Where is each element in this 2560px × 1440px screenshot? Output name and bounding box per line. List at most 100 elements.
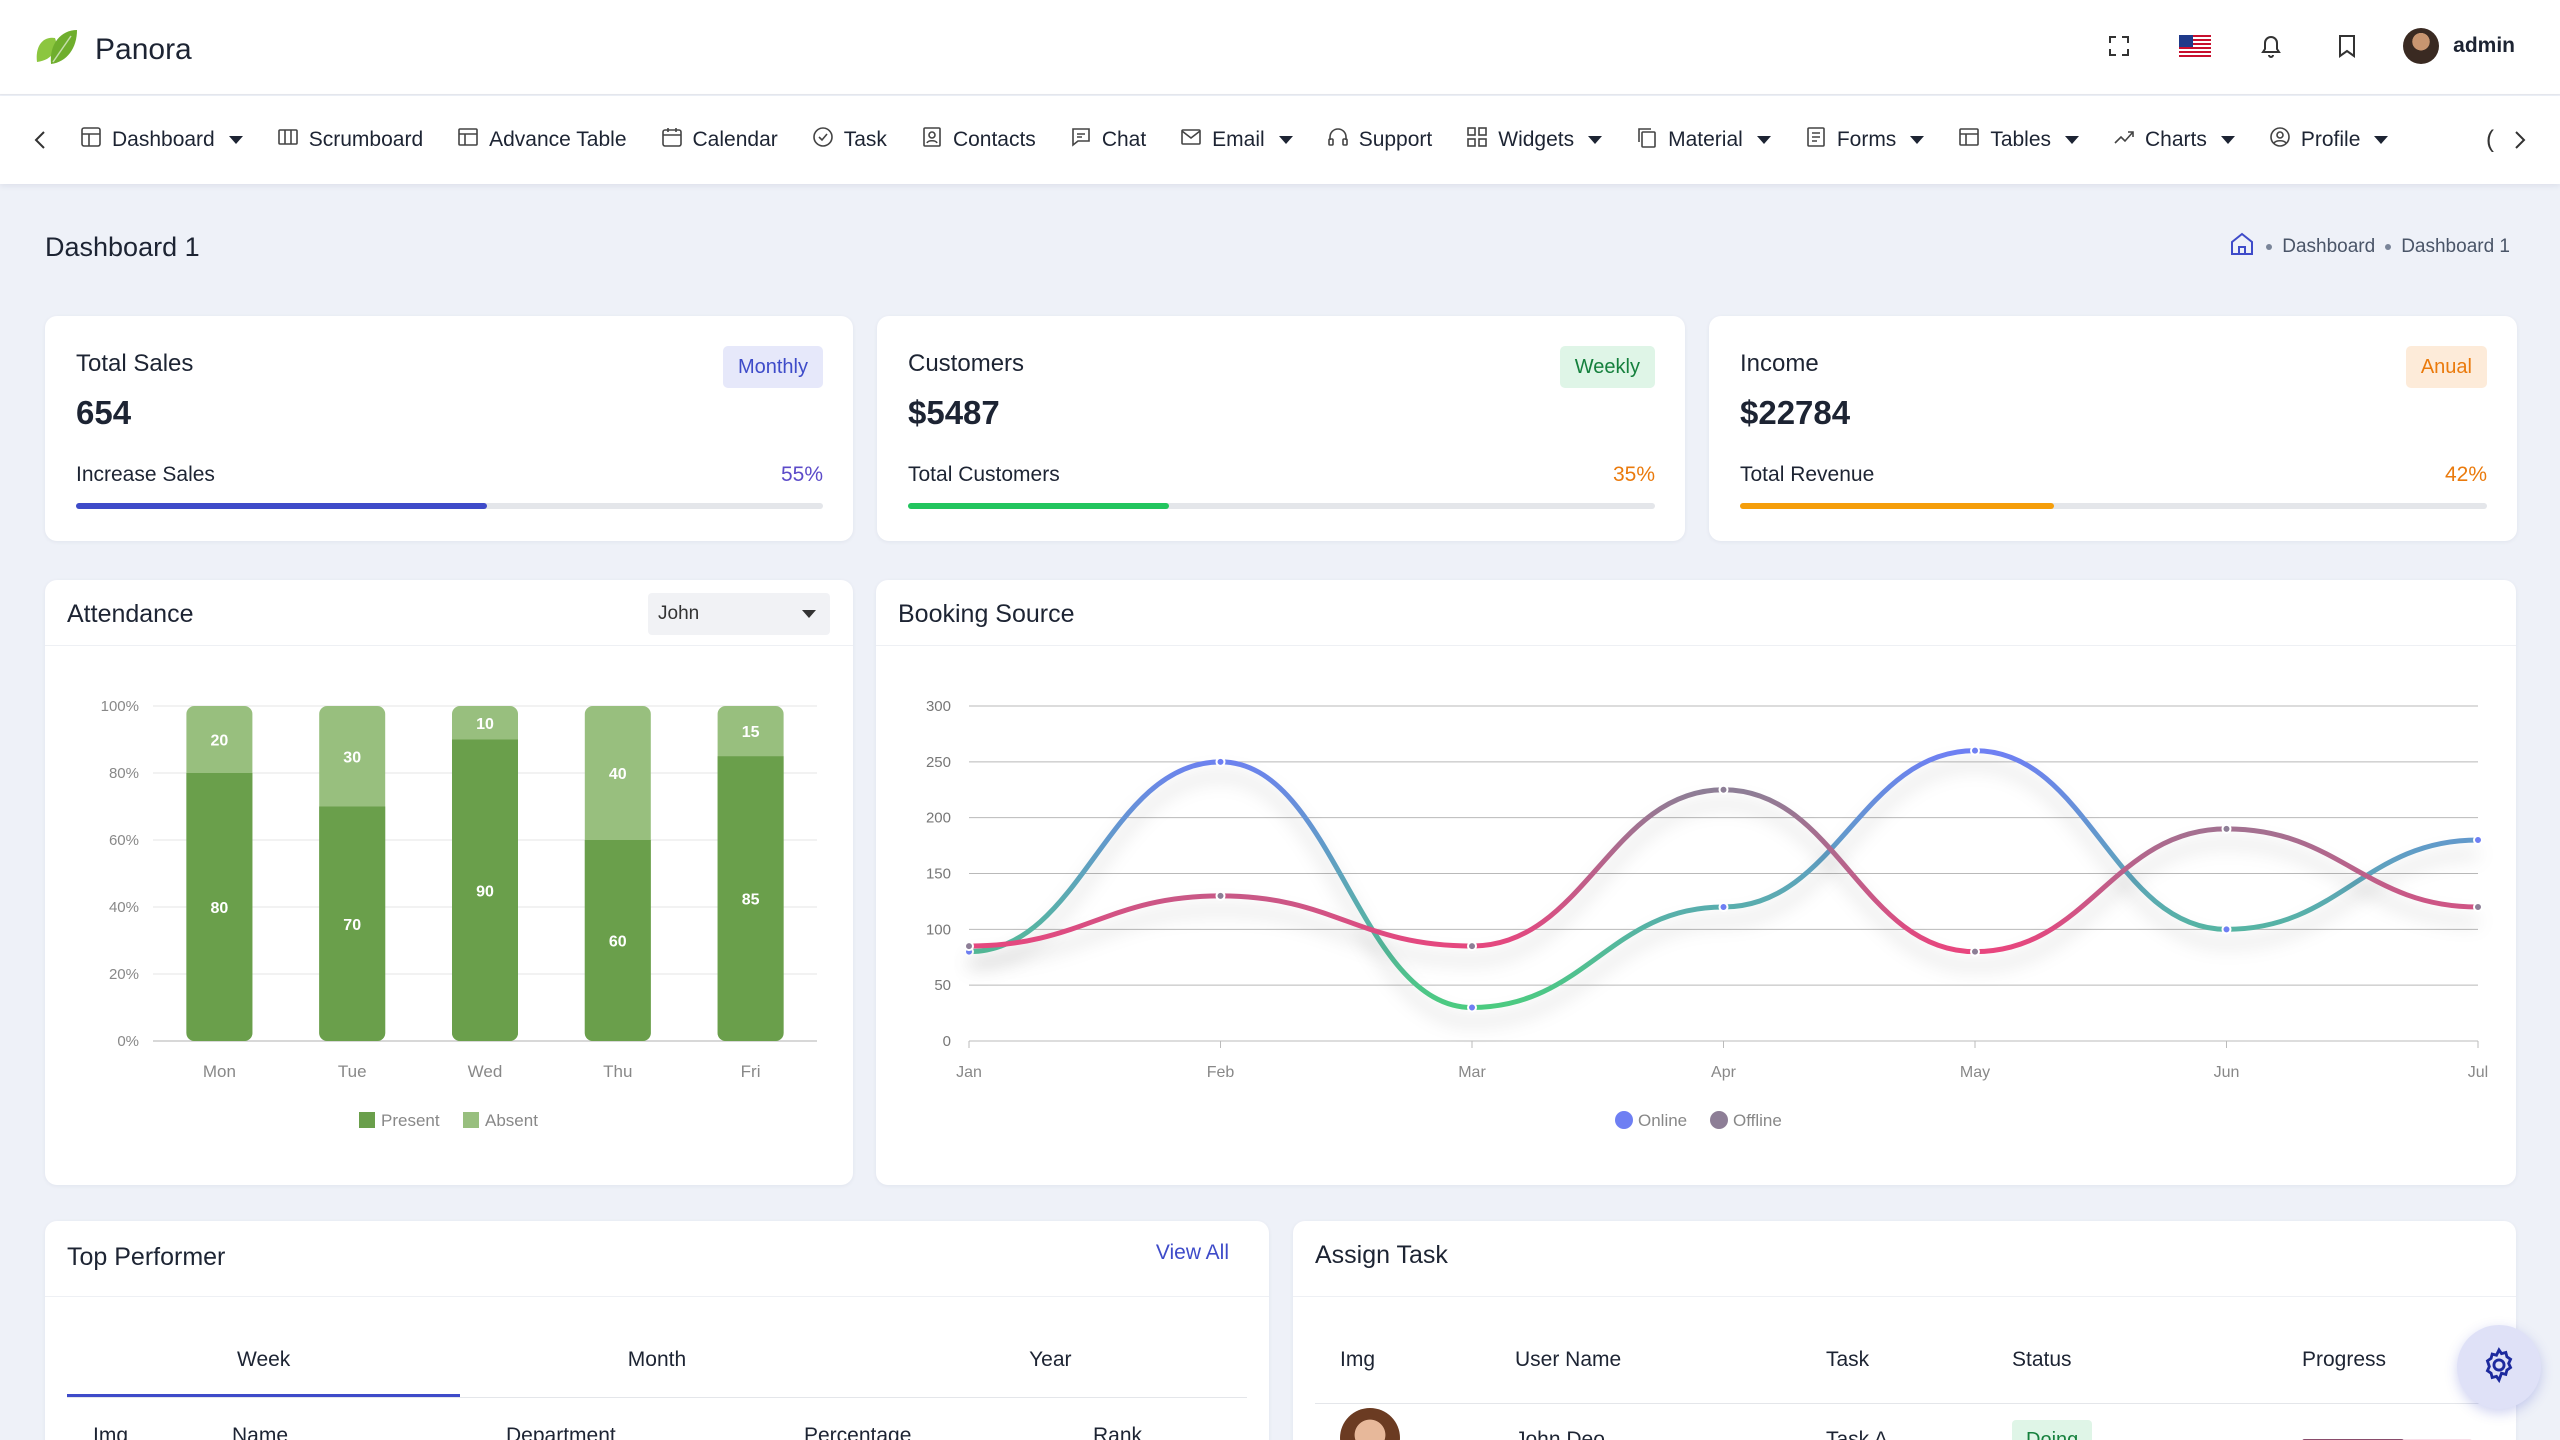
data-point[interactable] <box>1215 890 1226 901</box>
home-icon[interactable] <box>2228 230 2256 264</box>
data-point[interactable] <box>1970 946 1980 957</box>
data-label: 60 <box>609 934 627 951</box>
legend-label[interactable]: Present <box>381 1111 440 1130</box>
data-point[interactable] <box>2221 823 2232 834</box>
settings-button[interactable] <box>2457 1325 2541 1409</box>
user-menu[interactable]: admin <box>2403 28 2515 64</box>
legend-label[interactable]: Offline <box>1733 1111 1782 1130</box>
nav-item-support[interactable]: Support <box>1327 126 1433 154</box>
tab-month[interactable]: Month <box>627 1348 687 1371</box>
progress-bar <box>76 503 823 509</box>
app-name: Panora <box>95 32 192 66</box>
view-all-link[interactable]: View All <box>1155 1241 1229 1264</box>
nav-item-chat[interactable]: Chat <box>1070 126 1146 154</box>
fullscreen-icon[interactable] <box>2099 26 2139 66</box>
bar-present[interactable] <box>319 806 386 1042</box>
employee-select[interactable]: John <box>648 593 830 635</box>
data-point[interactable] <box>1718 784 1729 795</box>
nav-item-widgets[interactable]: Widgets <box>1466 126 1603 154</box>
bar-present[interactable] <box>584 840 651 1041</box>
tab-year[interactable]: Year <box>1029 1348 1072 1371</box>
breadcrumb-item[interactable]: Dashboard <box>2282 236 2376 257</box>
headset-icon <box>1327 126 1349 154</box>
nav-item-tables[interactable]: Tables <box>1958 126 2080 154</box>
nav-item-label: Support <box>1358 128 1433 151</box>
nav-item-dashboard[interactable]: Dashboard <box>80 126 243 154</box>
data-point[interactable] <box>1467 941 1477 952</box>
attendance-card: Attendance John 0% 20% 40% 60% 80% 100% 20 80 Mo… <box>45 580 853 1185</box>
status-badge: Doing <box>2012 1420 2093 1440</box>
data-point[interactable] <box>1215 756 1226 767</box>
nav-item-profile[interactable]: Profile <box>2269 126 2389 154</box>
nav-item-calendar[interactable]: Calendar <box>661 126 778 154</box>
x-tick-label: Jan <box>956 1064 982 1081</box>
nav-scroll-left-icon[interactable] <box>22 122 58 158</box>
bar-group[interactable]: 40 60 <box>584 706 651 1041</box>
nav-item-advance-table[interactable]: Advance Table <box>457 126 627 154</box>
nav-item-charts[interactable]: Charts <box>2113 126 2235 154</box>
calendar-icon <box>661 126 683 154</box>
period-badge[interactable]: Monthly <box>722 346 823 388</box>
nav-item-label: Dashboard <box>112 128 215 151</box>
column-header: Rank <box>1093 1424 1143 1440</box>
stat-label: Increase Sales <box>76 463 215 486</box>
x-tick-label: Jul <box>2468 1064 2488 1081</box>
nav-item-label: Material <box>1668 128 1743 151</box>
x-tick-label: Apr <box>1711 1064 1737 1081</box>
contacts-icon <box>921 126 943 154</box>
select-value: John <box>658 603 700 624</box>
nav-scroll-right-icon[interactable] <box>2502 122 2538 158</box>
data-point[interactable] <box>1467 1002 1477 1013</box>
mail-icon <box>1180 126 1202 154</box>
app-logo[interactable]: Panora <box>33 26 192 73</box>
bar-present[interactable] <box>452 739 518 1042</box>
nav-item-scrumboard[interactable]: Scrumboard <box>277 126 423 154</box>
nav-item-material[interactable]: Material <box>1636 126 1771 154</box>
data-point[interactable] <box>1718 902 1729 912</box>
x-tick-label: Fri <box>741 1062 761 1081</box>
stat-value: 654 <box>76 394 132 431</box>
bar-group[interactable]: 30 70 <box>319 706 386 1042</box>
stat-label: Total Customers <box>908 463 1060 486</box>
chart-legend: Present Absent <box>359 1111 538 1130</box>
us-flag-icon[interactable] <box>2175 26 2215 66</box>
breadcrumb-separator <box>2385 244 2392 250</box>
y-tick-label: 60% <box>109 832 139 849</box>
bell-icon[interactable] <box>2251 26 2291 66</box>
chart-line-icon <box>2113 126 2135 154</box>
data-point[interactable] <box>964 941 974 952</box>
chevron-down-icon <box>1910 136 1925 144</box>
data-point[interactable] <box>2221 924 2232 935</box>
column-header: User Name <box>1515 1348 1622 1371</box>
tab-week[interactable]: Week <box>67 1338 461 1397</box>
data-point[interactable] <box>1970 745 1980 756</box>
bar-present[interactable] <box>186 773 253 1041</box>
nav-item-label: Forms <box>1836 128 1897 151</box>
main-nav: Dashboard Scrumboard Advance Table Calendar… <box>0 96 2560 184</box>
data-label: 20 <box>211 733 229 750</box>
nav-item-forms[interactable]: Forms <box>1805 126 1925 154</box>
nav-item-email[interactable]: Email <box>1180 126 1293 154</box>
top-performer-card: Top Performer View All Week Month Year I… <box>45 1221 1269 1440</box>
data-point[interactable] <box>2473 835 2483 845</box>
legend-label[interactable]: Online <box>1638 1111 1687 1130</box>
bar-group[interactable]: 10 90 <box>452 706 518 1041</box>
stat-title: Income <box>1740 350 1819 377</box>
bookmark-icon[interactable] <box>2327 26 2367 66</box>
data-point[interactable] <box>2473 902 2483 912</box>
table-icon <box>1958 126 1980 154</box>
stat-value: $22784 <box>1740 394 1851 431</box>
attendance-chart: 0%20%40%60%80%100%2080Mon3070Tue1090Wed4… <box>101 698 817 1130</box>
nav-item-label: Calendar <box>692 128 778 151</box>
period-badge[interactable]: Anual <box>2405 346 2487 388</box>
nav-item-contacts[interactable]: Contacts <box>921 126 1036 154</box>
card-header: Assign Task <box>1293 1221 2516 1297</box>
legend-swatch <box>359 1112 375 1128</box>
bar-present[interactable] <box>717 756 784 1041</box>
legend-label[interactable]: Absent <box>485 1111 538 1130</box>
nav-item-task[interactable]: Task <box>812 126 887 154</box>
period-badge[interactable]: Weekly <box>1559 346 1655 388</box>
column-header: Department <box>506 1424 616 1440</box>
